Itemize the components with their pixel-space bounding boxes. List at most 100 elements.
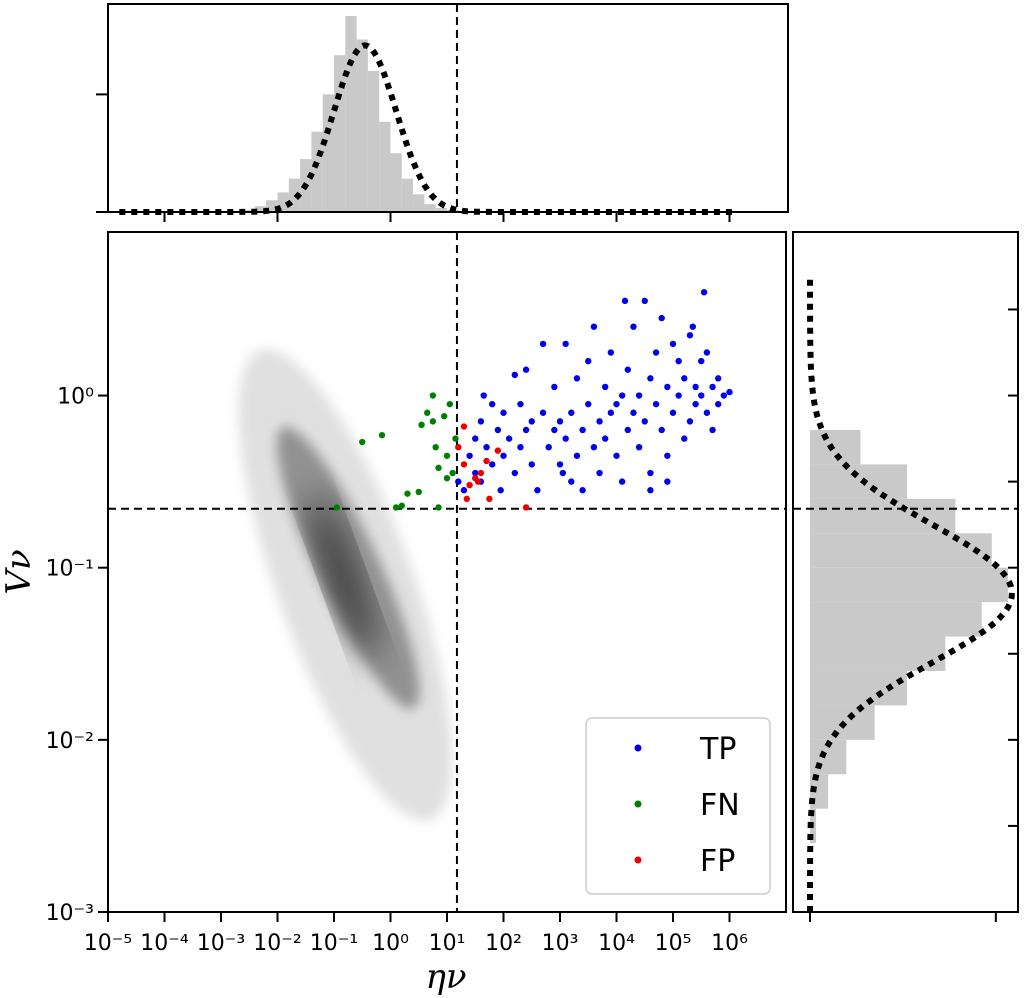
point-tp: [703, 349, 711, 356]
point-tp: [590, 443, 598, 451]
point-tp: [568, 478, 575, 485]
point-tp: [579, 487, 586, 494]
density-field: [238, 349, 452, 821]
point-tp: [573, 452, 581, 459]
point-fp: [477, 469, 485, 477]
point-tp: [641, 297, 648, 305]
point-tp: [715, 375, 722, 382]
x-tick-label: 10⁵: [655, 931, 692, 956]
y-tick-label: 10⁰: [57, 385, 94, 410]
point-tp: [709, 426, 716, 434]
legend: TP FN FP: [585, 717, 771, 895]
point-tp: [534, 487, 541, 494]
point-tp: [511, 371, 518, 379]
point-fn: [418, 421, 425, 429]
top-histogram-bar: [367, 70, 380, 212]
point-tp: [511, 469, 518, 477]
x-tick-label: 10¹: [429, 931, 466, 956]
density-blob: [238, 349, 452, 821]
point-tp: [658, 314, 665, 322]
point-tp: [556, 461, 564, 468]
point-tp: [669, 409, 677, 416]
point-tp: [522, 366, 530, 373]
point-tp: [573, 375, 581, 382]
point-tp: [641, 418, 648, 425]
point-fp: [460, 423, 468, 430]
point-tp: [539, 409, 547, 416]
point-fp: [463, 495, 470, 503]
point-fp: [494, 447, 502, 454]
right-histogram-bar: [810, 567, 1008, 603]
point-tp: [602, 383, 609, 391]
top-histogram-bar: [311, 131, 323, 212]
point-tp: [686, 332, 694, 339]
right-histogram-bar: [810, 429, 861, 465]
point-tp: [460, 487, 468, 494]
point-fn: [443, 474, 451, 482]
point-tp: [726, 388, 733, 396]
point-tp: [664, 452, 671, 459]
scatter-points: [333, 289, 733, 511]
point-tp: [709, 383, 716, 391]
point-tp: [652, 349, 660, 356]
point-tp: [480, 392, 487, 399]
point-fn: [432, 443, 439, 451]
point-fn: [392, 504, 400, 511]
point-tp: [517, 443, 524, 451]
point-tp: [618, 478, 626, 485]
top-histogram-bar: [435, 208, 447, 212]
top-histogram-bar: [401, 178, 414, 212]
point-tp: [483, 443, 490, 451]
main-panel: 10⁻⁵ 10⁻⁴ 10⁻³ 10⁻² 10⁻¹ 10⁰ 10¹ 10² 10³ 10⁴ 10⁵ 10…: [0, 231, 787, 997]
x-tick-label: 10⁻⁴: [140, 931, 189, 956]
point-fn: [440, 413, 448, 420]
point-tp: [596, 469, 603, 477]
point-fp: [483, 457, 490, 465]
point-tp: [494, 426, 502, 434]
top-histogram-bar: [379, 121, 391, 212]
point-tp: [720, 392, 728, 399]
point-fn: [449, 469, 456, 477]
x-axis-title: ην: [425, 957, 466, 997]
point-tp: [489, 461, 496, 468]
point-fn: [452, 435, 459, 442]
point-tp: [647, 487, 654, 494]
x-tick-label: 10³: [542, 931, 579, 956]
point-fn: [446, 400, 454, 408]
point-tp: [489, 400, 496, 408]
y-tick-label: 10⁻²: [46, 729, 94, 754]
point-fp: [522, 504, 530, 511]
point-tp: [703, 409, 711, 416]
point-tp: [551, 383, 558, 391]
right-marginal-panel: [792, 231, 1019, 922]
point-tp: [669, 340, 677, 348]
top-histogram-bar: [334, 55, 346, 212]
point-tp: [590, 323, 598, 330]
legend-box: [585, 717, 771, 895]
y-tick-label: 10⁻³: [46, 901, 94, 926]
legend-label-fn: FN: [700, 788, 740, 823]
point-tp: [689, 323, 696, 330]
legend-marker-tp: [634, 744, 642, 752]
top-histogram-bar: [424, 204, 436, 212]
point-tp: [466, 452, 473, 459]
point-fn: [359, 438, 366, 446]
right-histogram-bar: [810, 464, 907, 499]
point-tp: [556, 418, 564, 425]
point-fn: [398, 502, 405, 509]
legend-marker-fn: [634, 800, 642, 808]
point-tp: [618, 392, 626, 399]
point-tp: [647, 469, 654, 477]
point-tp: [630, 409, 637, 416]
point-tp: [522, 426, 530, 434]
right-histogram-bar: [810, 636, 946, 671]
point-tp: [607, 349, 615, 356]
top-histogram-bar: [413, 194, 425, 212]
point-tp: [539, 340, 547, 348]
x-tick-label: 10⁶: [711, 931, 748, 956]
point-fp: [455, 443, 462, 451]
x-tick-label: 10⁻³: [197, 931, 245, 956]
point-tp: [681, 435, 688, 442]
point-tp: [630, 323, 637, 330]
